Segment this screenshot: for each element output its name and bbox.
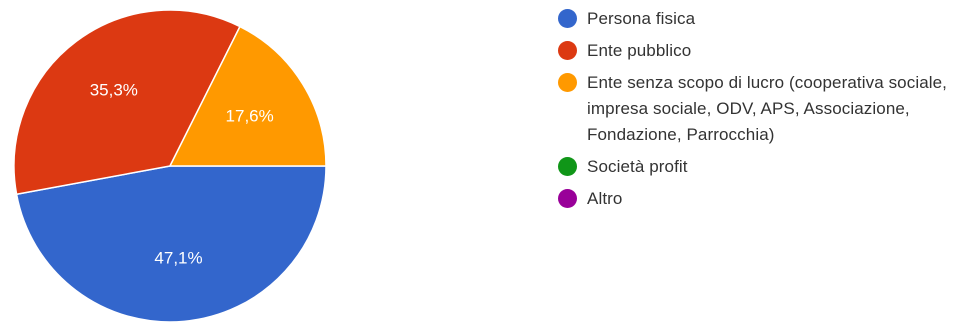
legend-item-persona-fisica: Persona fisica bbox=[558, 6, 958, 32]
pie-slice-label-persona-fisica: 47,1% bbox=[154, 249, 202, 268]
legend-swatch-ente-senza-scopo bbox=[558, 73, 577, 92]
legend-swatch-altro bbox=[558, 189, 577, 208]
pie-slice-label-ente-pubblico: 35,3% bbox=[90, 81, 138, 100]
legend-label-ente-pubblico: Ente pubblico bbox=[587, 41, 692, 60]
legend-label-societa-profit: Società profit bbox=[587, 157, 688, 176]
pie-chart: 47,1% 35,3% 17,6% bbox=[13, 9, 327, 322]
legend: Persona fisica Ente pubblico Ente senza … bbox=[558, 6, 958, 218]
legend-item-ente-pubblico: Ente pubblico bbox=[558, 38, 958, 64]
legend-swatch-societa-profit bbox=[558, 157, 577, 176]
pie-slice-ente-senza-scopo-di-lucr bbox=[168, 25, 327, 167]
pie-slice-label-ente-senza-scopo-di-lucr: 17,6% bbox=[226, 106, 274, 125]
legend-item-ente-senza-scopo: Ente senza scopo di lucro (cooperativa s… bbox=[558, 70, 958, 148]
pie-slice-ente-pubblico bbox=[13, 9, 241, 196]
legend-label-altro: Altro bbox=[587, 189, 623, 208]
legend-label-persona-fisica: Persona fisica bbox=[587, 9, 696, 28]
legend-item-altro: Altro bbox=[558, 186, 958, 212]
legend-label-ente-senza-scopo: Ente senza scopo di lucro (cooperativa s… bbox=[587, 73, 948, 144]
legend-item-societa-profit: Società profit bbox=[558, 154, 958, 180]
legend-swatch-ente-pubblico bbox=[558, 41, 577, 60]
pie-slice-persona-fisica bbox=[15, 165, 327, 322]
legend-swatch-persona-fisica bbox=[558, 9, 577, 28]
